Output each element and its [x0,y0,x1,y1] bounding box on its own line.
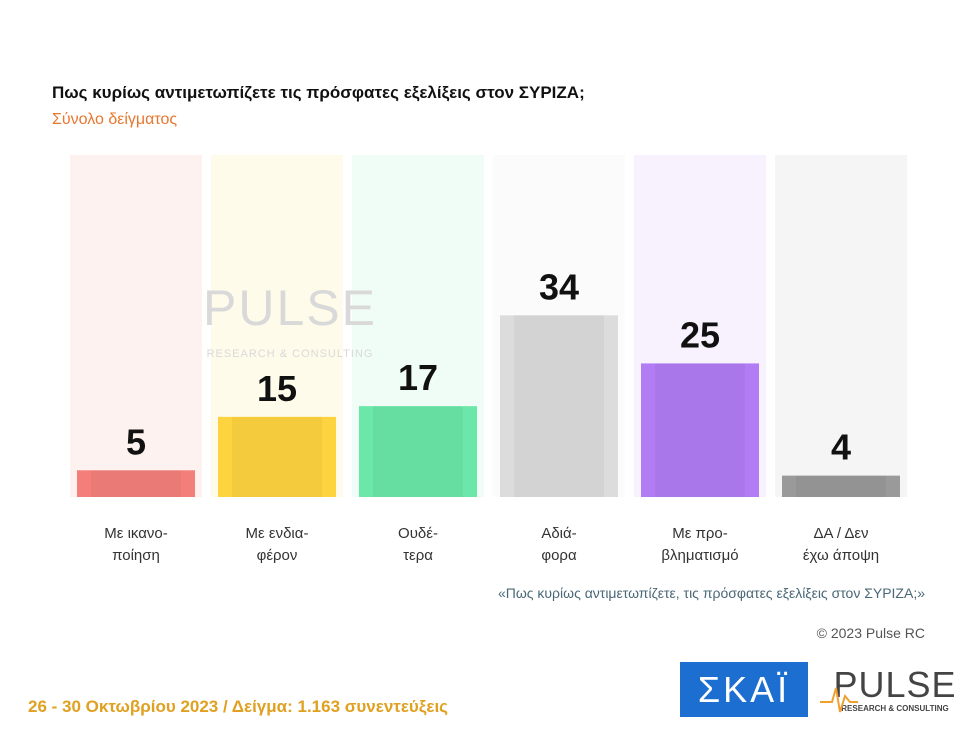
x-tick-label: ΔΑ / Δεν [813,525,868,542]
bar-highlight [796,475,886,497]
x-tick-label: ποίηση [112,547,160,564]
bar [359,406,477,497]
value-label: 5 [126,421,146,462]
skai-logo-box [680,662,808,717]
chart-title: Πως κυρίως αντιμετωπίζετε τις πρόσφατες … [52,83,585,102]
x-tick-label: Ουδέ- [398,525,438,542]
pulse-logo: PULSE [833,664,956,705]
note: «Πως κυρίως αντιμετωπίζετε, τις πρόσφατε… [498,585,925,601]
x-tick-label: έχω άποψη [803,547,879,564]
bar-highlight [91,470,181,497]
x-tick-label: Με προ- [672,525,728,542]
chart-subtitle: Σύνολο δείγματος [52,111,177,128]
x-tick-label: φέρον [257,547,298,564]
column-background [70,155,202,497]
bar-highlight [655,363,745,497]
watermark: PULSE [203,280,377,336]
footer: 26 - 30 Οκτωβρίου 2023 / Δείγμα: 1.163 σ… [28,697,448,716]
x-tick-label: φορα [541,547,577,564]
bar-highlight [373,406,463,497]
bar [782,475,900,497]
bar [641,363,759,497]
plot: 5 Με ικανο-ποίηση 15 Με ενδια-φέρον 17 Ουδέ-τ… [70,155,907,564]
bar [218,416,336,497]
x-tick-label: Με ικανο- [104,525,168,542]
x-tick-label: τερα [403,547,433,564]
value-label: 4 [831,427,851,468]
skai-logo: ΣΚΑΪ [698,669,790,710]
x-tick-label: Με ενδια- [246,525,309,542]
bar-highlight [232,416,322,497]
bar [500,315,618,497]
value-label: 25 [680,314,720,355]
column-background [775,155,907,497]
value-label: 34 [539,266,579,307]
pulse-logo-line [820,687,858,713]
watermark-tagline: RESEARCH & CONSULTING [207,348,374,360]
copyright: © 2023 Pulse RC [817,625,925,641]
bar [77,470,195,497]
value-label: 15 [257,368,297,409]
value-label: 17 [398,357,438,398]
x-tick-label: βληματισμό [661,547,738,564]
x-tick-label: Αδιά- [541,525,576,542]
bar-highlight [514,315,604,497]
pulse-logo-tagline: RESEARCH & CONSULTING [841,704,948,713]
